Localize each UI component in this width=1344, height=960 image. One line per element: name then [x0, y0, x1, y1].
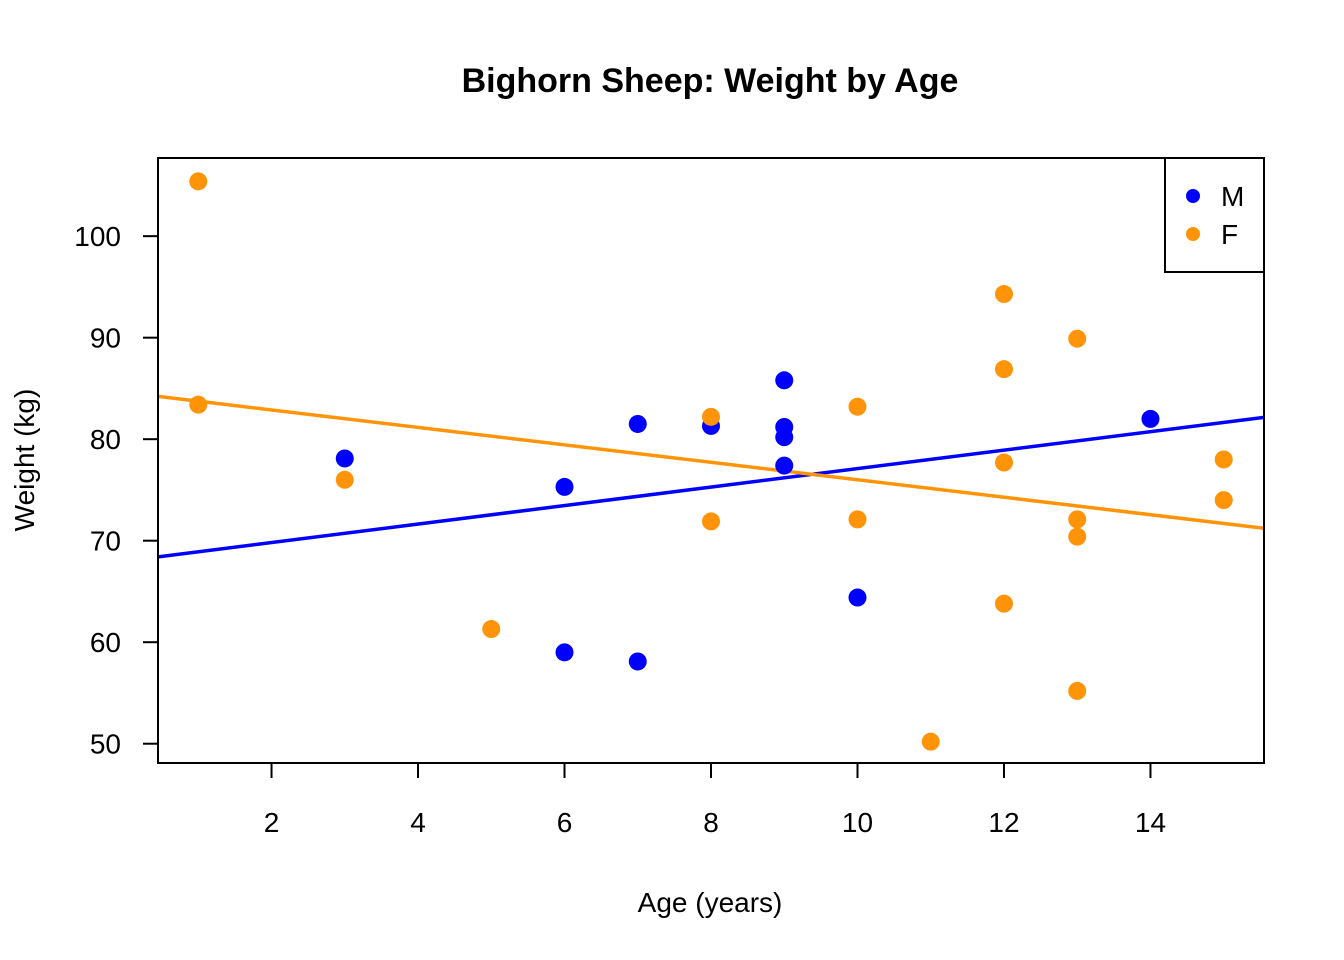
x-axis-label: Age (years)	[638, 887, 783, 918]
y-tick-label: 70	[90, 526, 121, 557]
y-tick-label: 90	[90, 323, 121, 354]
data-point-m	[775, 456, 794, 475]
x-axis: 2 4 6 8 10 12 14	[264, 763, 1166, 838]
legend-marker-f	[1186, 227, 1200, 241]
data-point-m	[335, 449, 354, 468]
y-axis-label: Weight (kg)	[9, 389, 40, 532]
data-points	[189, 172, 1233, 751]
x-tick-label: 2	[264, 807, 280, 838]
data-point-f	[921, 732, 940, 751]
data-point-f	[994, 453, 1013, 472]
legend-box	[1164, 157, 1265, 273]
data-point-m	[628, 652, 647, 671]
y-tick-label: 80	[90, 424, 121, 455]
data-point-f	[335, 470, 354, 489]
data-point-m	[555, 643, 574, 662]
data-point-f	[189, 395, 208, 414]
legend: M F	[1164, 157, 1265, 273]
x-tick-label: 8	[703, 807, 719, 838]
x-tick-label: 10	[842, 807, 873, 838]
legend-label-m: M	[1221, 181, 1244, 212]
data-point-f	[994, 360, 1013, 379]
data-point-f	[702, 512, 720, 531]
y-tick-label: 60	[90, 627, 121, 658]
data-point-m	[775, 428, 794, 447]
y-tick-label: 100	[74, 221, 121, 252]
data-point-f	[994, 285, 1013, 304]
data-point-f	[1068, 510, 1087, 529]
data-point-f	[848, 510, 867, 529]
x-tick-label: 12	[988, 807, 1019, 838]
data-point-f	[1068, 527, 1087, 546]
data-point-f	[482, 620, 501, 639]
data-point-m	[775, 371, 794, 390]
legend-label-f: F	[1221, 219, 1238, 250]
data-point-f	[1214, 450, 1233, 469]
data-point-f	[994, 594, 1013, 613]
chart-title: Bighorn Sheep: Weight by Age	[462, 62, 959, 100]
data-point-f	[1214, 491, 1233, 510]
x-tick-label: 4	[410, 807, 426, 838]
data-point-m	[1141, 409, 1160, 428]
data-point-f	[702, 407, 720, 426]
legend-marker-m	[1186, 189, 1200, 203]
plot-frame	[157, 157, 1265, 764]
x-tick-label: 6	[557, 807, 573, 838]
data-point-f	[848, 397, 867, 416]
data-point-f	[189, 172, 208, 191]
data-point-f	[1068, 681, 1087, 700]
trend-lines	[158, 394, 1264, 559]
y-tick-label: 50	[90, 729, 121, 760]
y-axis: 50 60 70 80 90 100	[74, 221, 158, 760]
data-point-m	[628, 414, 647, 433]
trend-line-m	[158, 415, 1264, 559]
data-point-f	[1068, 329, 1087, 348]
trend-line-f	[158, 394, 1264, 530]
x-tick-label: 14	[1135, 807, 1166, 838]
data-point-m	[848, 588, 867, 607]
data-point-m	[555, 477, 574, 496]
